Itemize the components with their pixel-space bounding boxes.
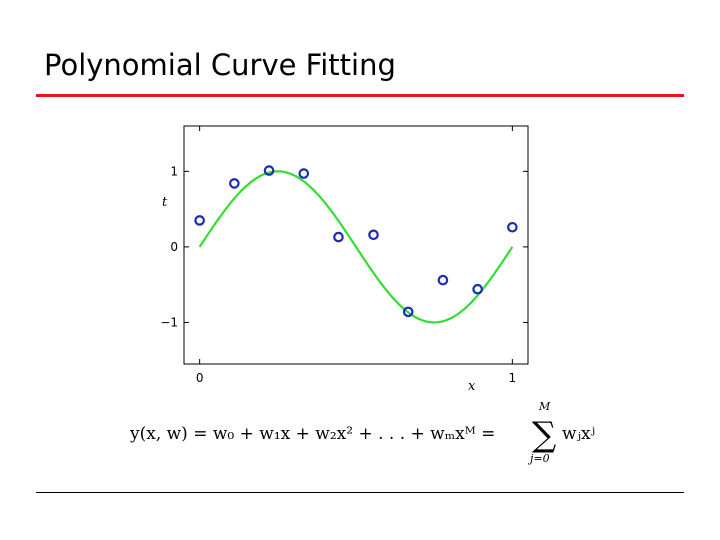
polynomial-fit-chart: 0 1 −1 0 1 x t bbox=[160, 125, 529, 394]
data-point bbox=[333, 231, 344, 243]
x-tick-label: 1 bbox=[509, 371, 517, 385]
data-point bbox=[229, 178, 240, 189]
y-tick-label: −1 bbox=[160, 315, 178, 329]
sine-curve-line bbox=[198, 170, 514, 324]
sine-curve-series bbox=[198, 170, 514, 324]
title-underline bbox=[36, 94, 684, 97]
x-axis-label: x bbox=[468, 379, 476, 394]
sum-lower-limit: j=0 bbox=[530, 452, 550, 465]
plot-area-frame bbox=[183, 125, 529, 365]
data-point bbox=[368, 229, 379, 241]
y-axis-label: t bbox=[162, 195, 168, 210]
data-points-series bbox=[194, 165, 518, 318]
footer-rule bbox=[36, 492, 684, 493]
axis-ticks: 0 1 −1 0 1 bbox=[160, 126, 528, 385]
data-point bbox=[437, 274, 449, 286]
sum-upper-limit: M bbox=[539, 400, 551, 413]
data-point bbox=[402, 306, 414, 318]
summation-symbol: ∑ bbox=[532, 415, 557, 455]
data-point bbox=[194, 215, 205, 226]
data-point bbox=[298, 168, 310, 179]
data-point bbox=[472, 283, 483, 295]
y-tick-label: 1 bbox=[170, 164, 178, 178]
sum-term: wⱼxʲ bbox=[562, 424, 596, 444]
y-tick-label: 0 bbox=[170, 240, 178, 254]
data-point bbox=[263, 165, 275, 176]
axis-labels: x t bbox=[162, 195, 476, 394]
data-point bbox=[507, 221, 518, 233]
polynomial-equation: y(x, w) = w₀ + w₁x + w₂x² + . . . + wₘxᴹ… bbox=[130, 400, 610, 468]
x-tick-label: 0 bbox=[196, 371, 204, 385]
slide-title: Polynomial Curve Fitting bbox=[44, 48, 396, 82]
equation-expression: y(x, w) = w₀ + w₁x + w₂x² + . . . + wₘxᴹ… bbox=[130, 424, 496, 444]
